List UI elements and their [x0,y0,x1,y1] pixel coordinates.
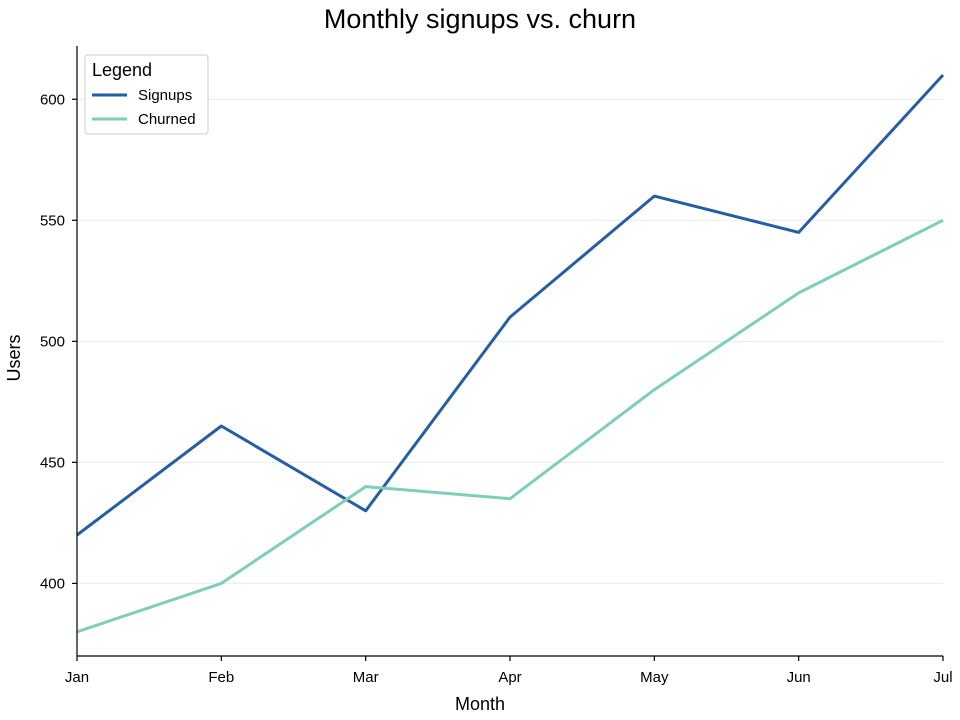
legend-label-churned: Churned [138,111,196,128]
x-axis-label: Month [455,694,505,714]
y-ticks: 400 450 500 550 600 [40,91,77,592]
x-tick-label-mar: Mar [353,669,379,686]
series-lines [76,73,945,634]
y-axis-label: Users [4,334,24,381]
x-tick-label-jun: Jun [787,669,811,686]
x-tick-label-jul: Jul [933,669,952,686]
grid-lines [77,98,943,584]
legend-box [84,54,209,135]
chart-title: Monthly signups vs. churn [324,4,636,34]
x-tick-label-feb: Feb [208,669,234,686]
y-tick-label-500: 500 [40,333,65,350]
y-tick-label-550: 550 [40,212,65,229]
legend: Legend Signups Churned [84,54,209,135]
y-tick-label-450: 450 [40,454,65,471]
x-tick-label-apr: Apr [498,669,521,686]
series-line-signups [76,73,945,537]
y-tick-label-400: 400 [40,575,65,592]
legend-title: Legend [92,60,152,80]
x-ticks: Jan Feb Mar Apr May Jun Jul [65,656,953,686]
series-line-churned [76,218,944,634]
legend-label-signups: Signups [138,87,192,104]
y-tick-label-600: 600 [40,91,65,108]
axes [76,46,943,657]
x-tick-label-jan: Jan [65,669,89,686]
x-tick-label-may: May [640,669,669,686]
